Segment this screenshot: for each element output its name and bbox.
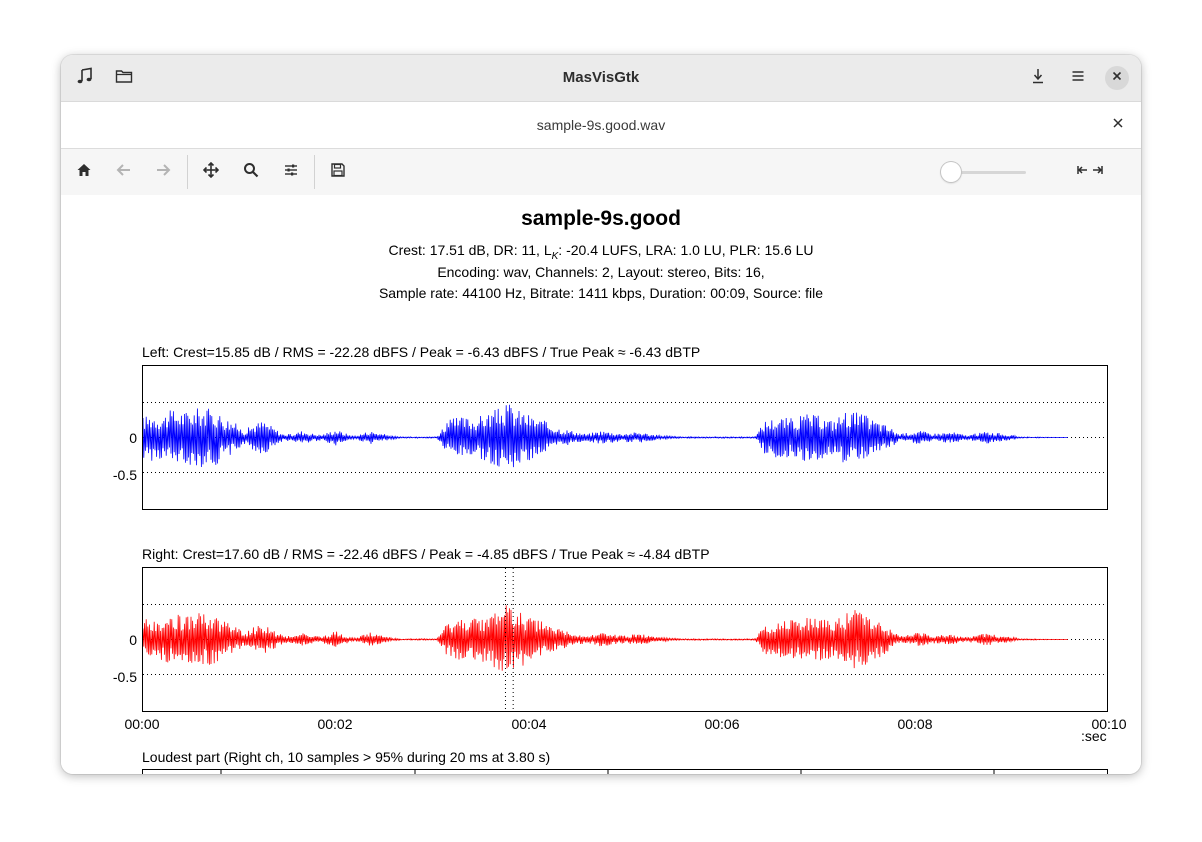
right-channel-axes — [142, 567, 1108, 712]
hamburger-menu-icon — [1069, 67, 1087, 90]
xtick-8: 00:08 — [897, 716, 933, 732]
left-ytick-neg05: -0.5 — [112, 467, 137, 483]
home-button[interactable] — [70, 158, 98, 186]
waveform-series — [143, 605, 1068, 671]
align-edges-icon — [1077, 163, 1103, 181]
info-line-3: Sample rate: 44100 Hz, Bitrate: 1411 kbp… — [378, 285, 824, 301]
x-unit-label: :sec — [1081, 728, 1107, 744]
home-icon — [76, 162, 92, 183]
tab-title[interactable]: sample-9s.good.wav — [536, 117, 666, 133]
back-button[interactable] — [110, 158, 138, 186]
xtick-0: 00:00 — [124, 716, 160, 732]
pan-move-icon — [202, 161, 220, 183]
forward-button[interactable] — [149, 158, 177, 186]
app-window: MasVisGtk sample-9s.good.wav — [61, 55, 1141, 774]
toolbar-separator — [187, 155, 188, 189]
configure-sliders-icon — [283, 162, 299, 183]
zoom-icon — [243, 162, 259, 183]
loudest-part-axes — [142, 769, 1108, 774]
close-icon — [1112, 116, 1124, 134]
folder-icon — [115, 67, 133, 90]
header-bar: MasVisGtk — [61, 55, 1141, 102]
plot-canvas[interactable]: sample-9s.good Crest: 17.51 dB, DR: 11, … — [61, 195, 1141, 774]
info-line-2: Encoding: wav, Channels: 2, Layout: ster… — [437, 264, 765, 280]
plot-title: sample-9s.good — [521, 207, 681, 230]
xtick-2: 00:02 — [317, 716, 353, 732]
xtick-10: 00:10 — [1091, 716, 1127, 732]
left-channel-axes — [142, 365, 1108, 510]
save-figure-button[interactable] — [324, 158, 352, 186]
toolbar-separator — [314, 155, 315, 189]
close-icon — [1111, 69, 1123, 87]
right-ytick-neg05: -0.5 — [112, 669, 137, 685]
left-ytick-0: 0 — [129, 430, 137, 446]
zoom-slider-knob[interactable] — [941, 162, 961, 182]
zoom-button[interactable] — [237, 158, 265, 186]
open-audio-button[interactable] — [69, 62, 101, 94]
save-icon — [330, 162, 346, 183]
back-arrow-icon — [116, 162, 132, 183]
music-note-icon — [76, 67, 94, 90]
right-waveform — [143, 568, 1107, 711]
plot-toolbar — [61, 149, 1141, 195]
waveform-series — [143, 404, 1068, 468]
left-waveform — [143, 401, 1107, 474]
xtick-6: 00:06 — [704, 716, 740, 732]
right-ytick-0: 0 — [129, 632, 137, 648]
forward-arrow-icon — [155, 162, 171, 183]
open-folder-button[interactable] — [108, 62, 140, 94]
window-title: MasVisGtk — [562, 69, 640, 86]
tab-close-button[interactable] — [1109, 116, 1127, 134]
configure-subplots-button[interactable] — [277, 158, 305, 186]
xtick-4: 00:04 — [511, 716, 547, 732]
download-button[interactable] — [1022, 62, 1054, 94]
download-icon — [1029, 67, 1047, 90]
tab-bar: sample-9s.good.wav — [61, 102, 1141, 149]
align-edges-button[interactable] — [1075, 158, 1105, 186]
left-channel-title: Left: Crest=15.85 dB / RMS = -22.28 dBFS… — [142, 344, 701, 360]
right-channel-title: Right: Crest=17.60 dB / RMS = -22.46 dBF… — [142, 546, 710, 562]
zoom-slider-track[interactable] — [951, 171, 1026, 174]
info-line-1: Crest: 17.51 dB, DR: 11, LK: -20.4 LUFS,… — [388, 242, 814, 262]
pan-button[interactable] — [197, 158, 225, 186]
loudest-part-title: Loudest part (Right ch, 10 samples > 95%… — [142, 749, 551, 765]
window-close-button[interactable] — [1105, 66, 1129, 90]
main-menu-button[interactable] — [1062, 62, 1094, 94]
